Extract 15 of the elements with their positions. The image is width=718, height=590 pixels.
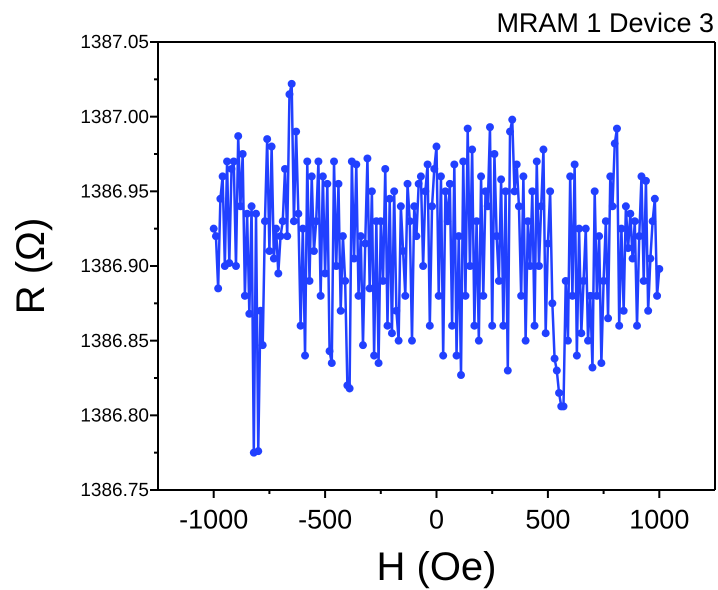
x-axis-title: H (Oe) [376, 545, 496, 589]
y-tick-label: 1386.75 [80, 480, 149, 502]
x-tick-label: 1000 [629, 504, 690, 535]
x-tick-label: -1000 [179, 504, 248, 535]
x-tick-label: 500 [525, 504, 570, 535]
y-tick-label: 1386.95 [80, 181, 149, 202]
x-tick-label: 0 [428, 504, 444, 535]
chart-title: MRAM 1 Device 3 [496, 8, 714, 38]
y-tick-label: 1386.80 [80, 405, 149, 426]
y-tick-label: 1386.90 [80, 256, 149, 278]
x-tick-label: -500 [298, 504, 352, 535]
y-tick-label: 1386.85 [80, 330, 149, 352]
y-axis-title: R (Ω) [9, 218, 53, 314]
y-tick-label: 1387.05 [80, 32, 149, 54]
y-tick-label: 1387.00 [80, 106, 149, 128]
